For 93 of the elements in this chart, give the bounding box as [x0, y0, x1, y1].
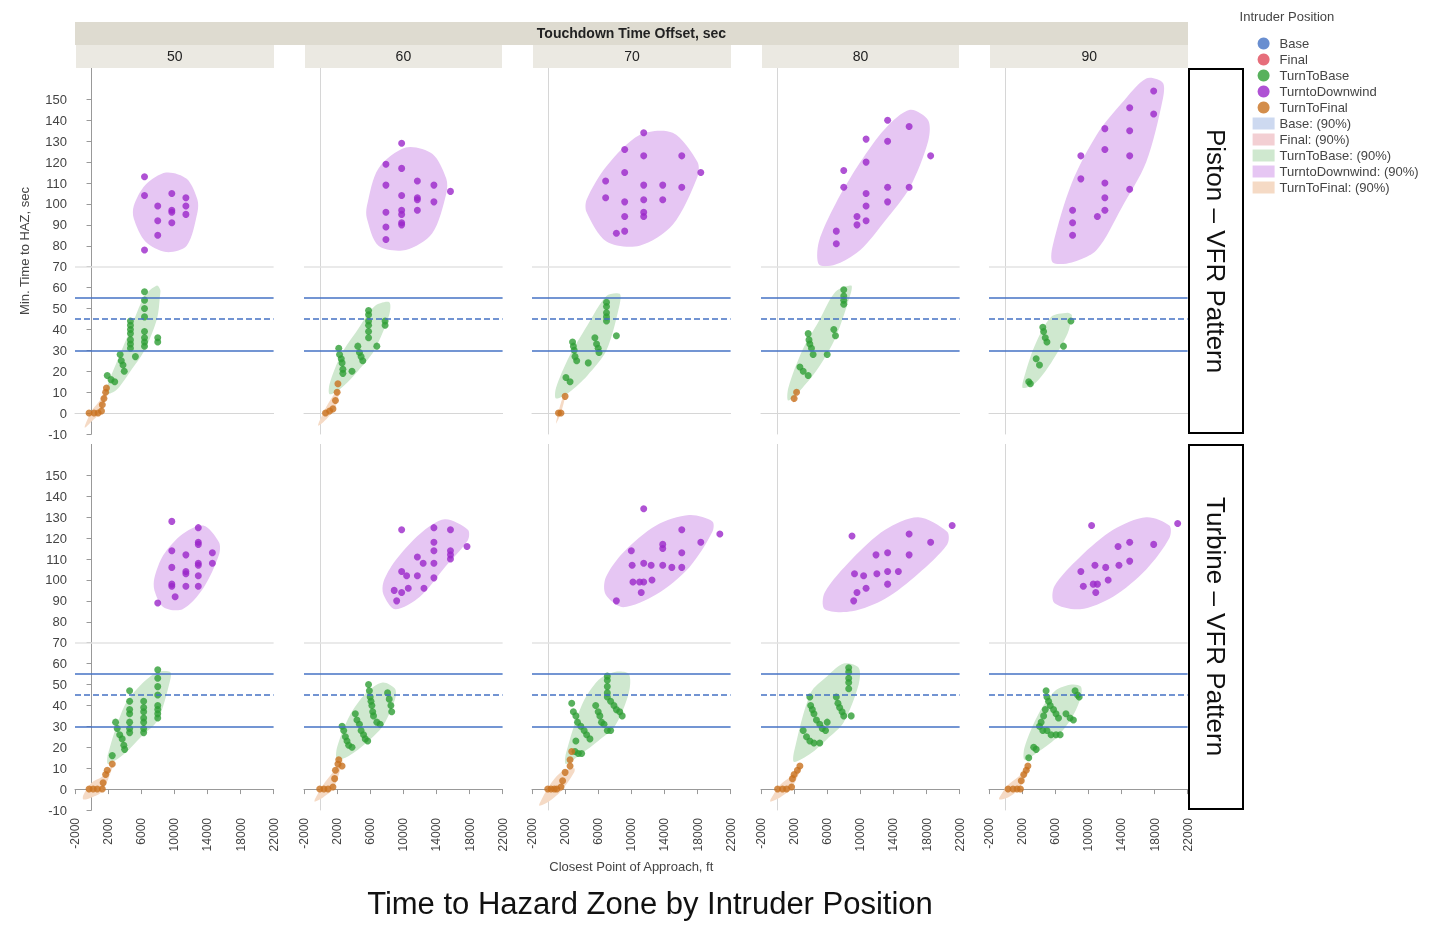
x-tick-label: 22000 — [1180, 817, 1195, 852]
x-tick-label: -2000 — [525, 817, 540, 849]
legend-label: Final: (90%) — [1279, 132, 1351, 147]
y-tick-label: 30 — [52, 342, 67, 358]
x-tick-label: 10000 — [1081, 817, 1096, 852]
x-tick-label: 10000 — [853, 817, 868, 852]
x-tick-label: 18000 — [233, 817, 248, 852]
x-tick-label: 2000 — [1015, 817, 1030, 845]
y-tick-label: 20 — [52, 363, 67, 379]
y-tick-label: 90 — [52, 217, 67, 233]
x-tick-label: 14000 — [886, 817, 901, 852]
y-tick-label: 130 — [45, 509, 67, 525]
y-tick-label: 100 — [45, 572, 67, 588]
chart-title: 90 — [989, 45, 1188, 68]
x-tick-label: 2000 — [786, 817, 801, 845]
y-tick-label: 40 — [52, 321, 67, 337]
y-tick-label: 80 — [52, 238, 67, 254]
y-tick-label: 10 — [52, 384, 67, 400]
x-tick-label: 6000 — [820, 817, 834, 845]
x-tick-label: 22000 — [952, 817, 967, 852]
x-tick-label: 18000 — [919, 817, 934, 852]
y-tick-label: 120 — [45, 154, 67, 170]
legend-label: TurnToFinal — [1279, 100, 1349, 115]
x-tick-label: 22000 — [495, 817, 510, 852]
x-tick-label: 6000 — [134, 817, 149, 845]
x-tick-label: 10000 — [395, 817, 410, 852]
y-tick-label: 50 — [52, 677, 67, 693]
y-tick-label: -10 — [48, 802, 67, 818]
x-tick-label: 6000 — [1048, 817, 1063, 845]
y-tick-label: 0 — [59, 781, 67, 797]
legend-label: TurnToFinal: (90%) — [1279, 180, 1391, 195]
y-tick-label: 100 — [45, 196, 67, 212]
legend-label: TurnToBase: (90%) — [1279, 148, 1392, 163]
x-tick-label: -2000 — [296, 817, 311, 849]
x-tick-label: 2000 — [329, 817, 344, 845]
x-tick-label: 14000 — [428, 817, 443, 852]
chart-title: 80 — [760, 45, 960, 68]
x-tick-label: 2000 — [558, 817, 573, 845]
y-tick-label: 70 — [52, 259, 67, 275]
chart-title: 60 — [303, 45, 503, 68]
y-tick-label: 70 — [52, 635, 67, 651]
x-tick-label: 10000 — [167, 817, 182, 852]
y-tick-label: 110 — [46, 551, 67, 567]
y-tick-label: 20 — [52, 739, 67, 755]
x-tick-label: 6000 — [362, 817, 377, 845]
y-tick-label: 110 — [46, 175, 67, 191]
x-tick-label: 2000 — [101, 817, 116, 845]
y-tick-label: 90 — [52, 593, 67, 609]
y-axis-title: Min. Time to HAZ, sec — [17, 186, 32, 315]
y-tick-label: 150 — [45, 467, 67, 483]
y-tick-label: 130 — [45, 133, 67, 149]
x-tick-label: 22000 — [723, 817, 738, 852]
y-tick-label: 140 — [45, 112, 67, 128]
y-tick-label: 50 — [52, 301, 67, 317]
label-frame: Piston – VFR Pattern — [1188, 68, 1244, 434]
legend-label: Base: (90%) — [1279, 116, 1352, 131]
legend-label: TurnToBase — [1279, 68, 1350, 83]
x-axis-title: Closest Point of Approach, ft — [549, 859, 714, 874]
chart-title: 70 — [532, 45, 731, 68]
y-tick-label: 0 — [59, 405, 67, 421]
legend-label: TurntoDownwind — [1279, 84, 1378, 99]
x-tick-label: 10000 — [624, 817, 639, 852]
y-tick-label: 140 — [45, 488, 67, 504]
y-tick-label: 150 — [45, 91, 67, 107]
y-tick-label: 80 — [52, 614, 67, 630]
x-tick-label: 18000 — [462, 817, 477, 852]
x-tick-label: 18000 — [1147, 817, 1162, 852]
y-tick-label: 10 — [52, 760, 67, 776]
x-tick-label: 6000 — [591, 817, 606, 845]
x-tick-label: 18000 — [690, 817, 705, 852]
legend-title: Intruder Position — [1239, 9, 1335, 24]
x-tick-label: 14000 — [657, 817, 672, 852]
x-tick-label: 14000 — [1114, 817, 1129, 852]
y-tick-label: 120 — [45, 530, 67, 546]
x-tick-label: -2000 — [982, 817, 997, 849]
text: Time to Hazard Zone by Intruder Position — [366, 886, 934, 922]
x-tick-label: -2000 — [753, 817, 768, 849]
x-tick-label: 14000 — [200, 817, 215, 852]
y-tick-label: 40 — [52, 697, 67, 713]
chart-title: 50 — [75, 45, 274, 68]
legend-label: Base — [1279, 36, 1310, 51]
x-tick-label: -2000 — [68, 817, 82, 849]
x-tick-label: 22000 — [266, 817, 281, 852]
y-tick-label: 30 — [52, 718, 67, 734]
text: Touchdown Time Offset, sec — [75, 22, 1188, 45]
y2-axis-title: Piston – VFR Pattern — [1200, 128, 1232, 374]
y-tick-label: 60 — [52, 280, 67, 296]
y2-axis-title: Turbine – VFR Pattern — [1200, 497, 1232, 757]
legend-label: TurntoDownwind: (90%) — [1279, 164, 1419, 179]
label-frame: Turbine – VFR Pattern — [1188, 444, 1244, 810]
y-tick-label: -10 — [48, 426, 67, 442]
y-tick-label: 60 — [52, 656, 67, 672]
legend-label: Final — [1279, 52, 1309, 67]
